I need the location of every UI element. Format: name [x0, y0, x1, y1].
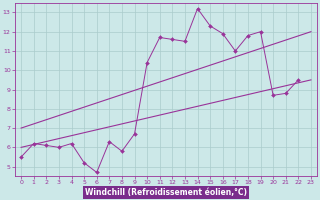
X-axis label: Windchill (Refroidissement éolien,°C): Windchill (Refroidissement éolien,°C) [85, 188, 247, 197]
